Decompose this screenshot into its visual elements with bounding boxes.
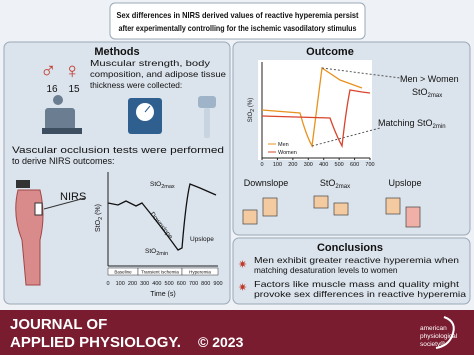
x-tick-label: 800: [201, 281, 210, 287]
society-name: society®: [420, 340, 445, 348]
x-tick-label: 0: [106, 281, 109, 287]
conclusion: provoke sex differences in reactive hype…: [254, 289, 466, 299]
text: composition, and adipose tissue: [90, 69, 226, 79]
x-tick-label: 500: [335, 162, 344, 168]
x-tick-label: 300: [304, 162, 313, 168]
box-label: StO2max: [320, 178, 350, 190]
x-tick-label: 600: [177, 281, 186, 287]
journal-name: APPLIED PHYSIOLOGY.: [10, 334, 181, 351]
bullet-icon: ✷: [238, 259, 247, 271]
strength-icon: [42, 95, 82, 134]
bullet-icon: ✷: [238, 282, 247, 294]
boxplots: [242, 195, 421, 228]
society-name: american: [420, 325, 447, 332]
phase-label: Baseline: [114, 270, 132, 275]
plot-area: [258, 60, 372, 160]
title: after experimentally controlling for the…: [119, 24, 357, 33]
box-label: Downslope: [244, 178, 289, 188]
methods-panel: [3, 41, 231, 305]
annotation: Upslope: [190, 236, 214, 243]
title: Sex differences in NIRS derived values o…: [117, 11, 359, 20]
guide: [321, 67, 401, 79]
male-symbol: ♂: [40, 58, 57, 83]
x-tick-label: 900: [213, 281, 222, 287]
heading: Methods: [94, 46, 139, 58]
x-tick-label: 400: [152, 281, 161, 287]
x-tick-label: 100: [116, 281, 125, 287]
x-tick-label: 200: [288, 162, 297, 168]
female-symbol: ♀: [64, 58, 81, 83]
heading: Conclusions: [317, 242, 383, 254]
conclusion: matching desaturation levels to women: [254, 265, 398, 275]
text: Muscular strength, body: [90, 58, 211, 68]
curve: [107, 183, 217, 251]
footer: [0, 310, 474, 355]
year: © 2023: [198, 334, 244, 350]
text: Vascular occlusion tests were performed: [12, 145, 224, 155]
conclusion: Men exhibit greater reactive hyperemia w…: [254, 255, 459, 265]
phase-label: Transient Ischemia: [141, 270, 179, 275]
box-label: Upslope: [388, 178, 421, 188]
phase-box: [181, 267, 219, 276]
x-tick-label: 700: [189, 281, 198, 287]
scale-icon: [128, 98, 162, 134]
y-label: StO2 (%): [95, 204, 104, 232]
x-tick-label: 0: [260, 162, 263, 168]
women-curve: [261, 89, 371, 149]
annotation: Matching StO2min: [378, 118, 446, 130]
society-name: physiological: [420, 333, 458, 340]
legend-label: Women: [278, 150, 297, 156]
society-logo: [435, 316, 455, 349]
x-tick-label: 400: [319, 162, 328, 168]
ultrasound-icon: [198, 96, 216, 138]
conclusion: Factors like muscle mass and quality mig…: [254, 279, 460, 289]
annotation: Men > Women: [400, 74, 459, 84]
heading: Outcome: [306, 46, 354, 58]
annotation: StO2min: [145, 248, 168, 257]
x-label: Time (s): [150, 291, 175, 298]
nirs-label: NIRS: [60, 191, 86, 203]
x-tick-label: 100: [273, 162, 282, 168]
journal-name: JOURNAL OF: [10, 316, 107, 333]
legend-label: Men: [278, 142, 289, 148]
phase-label: Hyperemia: [189, 270, 211, 275]
x-tick-label: 300: [140, 281, 149, 287]
text: to derive NIRS outcomes:: [12, 156, 115, 166]
x-tick-label: 500: [165, 281, 174, 287]
leg-illustration: [15, 180, 44, 286]
annotation: StO2max: [150, 181, 175, 190]
conclusions-panel: [232, 237, 471, 305]
connector: [43, 197, 86, 210]
x-tick-label: 700: [365, 162, 374, 168]
title-box: [109, 2, 366, 40]
annotation: StO2max: [412, 87, 442, 99]
x-tick-label: 200: [128, 281, 137, 287]
x-tick-label: 600: [350, 162, 359, 168]
text: thickness were collected:: [90, 80, 182, 90]
y-label: StO2 (%): [248, 98, 256, 122]
women-count: 15: [68, 84, 80, 95]
men-count: 16: [46, 84, 58, 95]
